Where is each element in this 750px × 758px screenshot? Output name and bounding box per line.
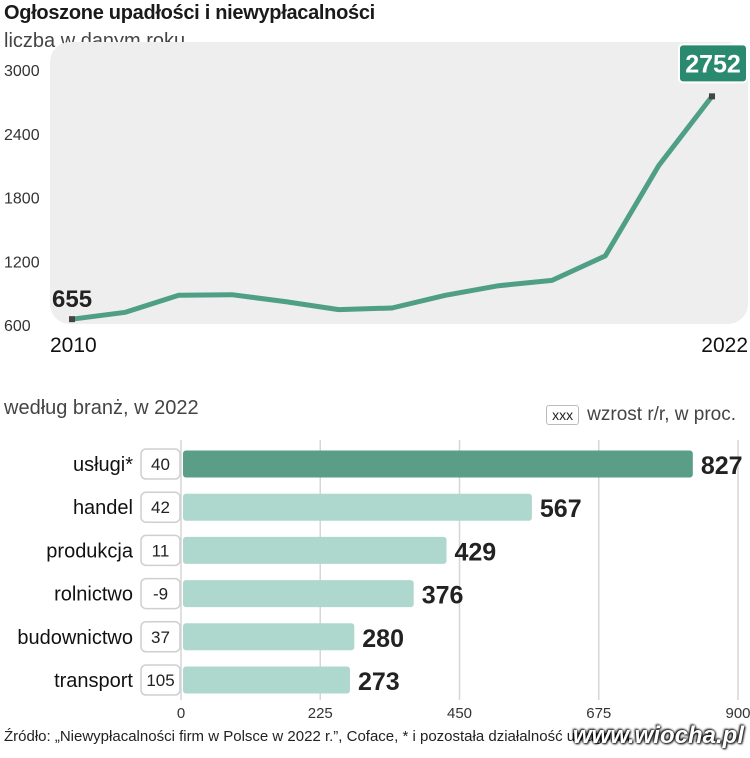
- legend: xxx wzrost r/r, w proc.: [546, 404, 736, 426]
- bar-value-label: 567: [540, 495, 582, 523]
- growth-label: 42: [151, 498, 170, 517]
- bar: [183, 666, 350, 694]
- data-point: [709, 93, 715, 100]
- growth-box: [140, 534, 181, 567]
- bar: [183, 623, 355, 651]
- growth-box: [140, 491, 181, 523]
- growth-box: [140, 621, 181, 653]
- growth-label: 37: [151, 628, 170, 647]
- growth-box: [140, 448, 181, 480]
- y-tick-label: 1800: [4, 191, 40, 208]
- bar-value-label: 280: [362, 625, 404, 653]
- legend-text: wzrost r/r, w proc.: [587, 404, 736, 425]
- bar-value-label: 376: [422, 582, 464, 610]
- bar-chart-subtitle: według branż, w 2022: [4, 397, 199, 419]
- growth-label: 40: [151, 455, 170, 474]
- y-tick-label: 2400: [4, 127, 40, 144]
- x-tick-label: 450: [447, 705, 472, 722]
- bar: [183, 450, 693, 478]
- start-value-label: 655: [52, 286, 92, 313]
- y-tick-label: 1200: [4, 254, 40, 271]
- category-label: transport: [54, 670, 133, 692]
- bar: [183, 536, 447, 564]
- category-label: produkcja: [46, 540, 134, 562]
- growth-box: [140, 577, 181, 610]
- bar: [183, 493, 532, 521]
- category-label: usługi*: [73, 454, 133, 476]
- data-point: [69, 316, 75, 323]
- growth-box: [140, 664, 181, 696]
- category-label: handel: [73, 497, 133, 519]
- y-tick-label: 3000: [4, 63, 40, 80]
- growth-label: 11: [152, 541, 170, 560]
- bar: [183, 580, 414, 608]
- line-chart-panel: [50, 42, 748, 324]
- bar-value-label: 429: [455, 538, 497, 566]
- x-tick-label: 0: [177, 705, 185, 722]
- series-line: [69, 93, 715, 322]
- x-tick-label: 2022: [701, 334, 748, 357]
- x-tick-label: 225: [308, 705, 333, 722]
- category-label: rolnictwo: [54, 584, 133, 606]
- source-note: Źródło: „Niewypłacalności firm w Polsce …: [4, 728, 631, 745]
- x-tick-label: 2010: [50, 334, 97, 357]
- x-tick-label: 900: [725, 705, 750, 722]
- watermark: www.wiocha.pl: [572, 722, 744, 749]
- x-tick-label: 675: [586, 705, 611, 722]
- y-tick-label: 600: [4, 318, 31, 335]
- category-label: budownictwo: [17, 627, 133, 649]
- end-value-box: [678, 43, 748, 84]
- legend-box: xxx: [546, 405, 580, 425]
- growth-label: -9: [153, 585, 168, 604]
- chart-title: Ogłoszone upadłości i niewypłacalności: [4, 2, 375, 24]
- growth-label: 105: [146, 671, 174, 690]
- end-value-label: 2752: [685, 50, 741, 78]
- bar-value-label: 273: [358, 668, 400, 696]
- bar-value-label: 827: [701, 452, 743, 480]
